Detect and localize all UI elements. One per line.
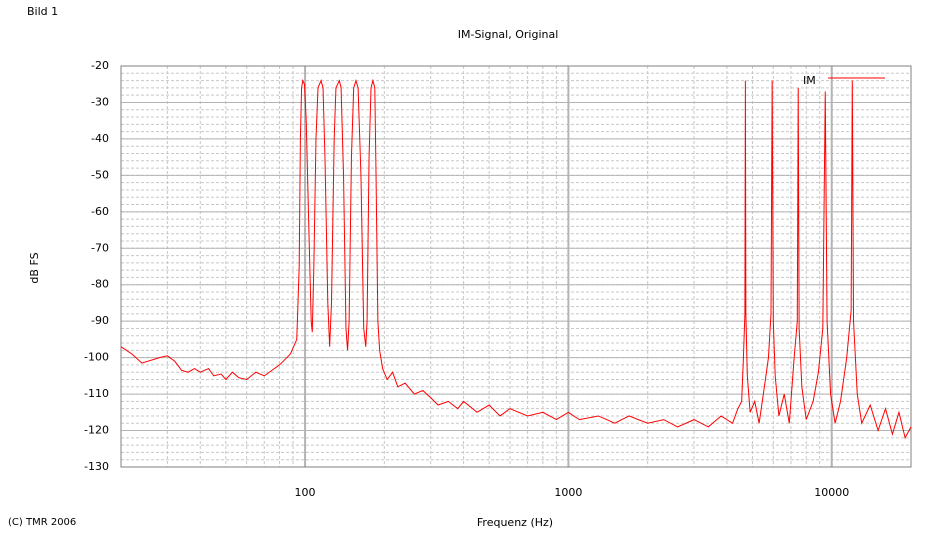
y-tick-label: -40	[91, 132, 109, 145]
y-tick-label: -100	[84, 351, 109, 364]
y-tick-label: -50	[91, 168, 109, 181]
x-axis-label: Frequenz (Hz)	[477, 516, 553, 529]
y-tick-label: -110	[84, 387, 109, 400]
plot-frame	[120, 65, 912, 468]
y-tick-label: -80	[91, 278, 109, 291]
figure-label: Bild 1	[27, 5, 58, 18]
y-axis-label: dB FS	[28, 252, 41, 283]
y-tick-label: -60	[91, 205, 109, 218]
y-tick-label: -70	[91, 241, 109, 254]
y-tick-label: -130	[84, 460, 109, 473]
x-tick-label: 1000	[554, 486, 582, 499]
legend-label: IM	[803, 74, 816, 87]
y-tick-label: -20	[91, 59, 109, 72]
y-tick-label: -90	[91, 314, 109, 327]
line	[120, 78, 912, 440]
x-tick-label: 100	[295, 486, 316, 499]
y-tick-label: -30	[91, 95, 109, 108]
x-tick-label: 10000	[814, 486, 849, 499]
copyright: (C) TMR 2006	[8, 517, 76, 528]
chart-title: IM-Signal, Original	[458, 28, 559, 41]
y-tick-label: -120	[84, 424, 109, 437]
